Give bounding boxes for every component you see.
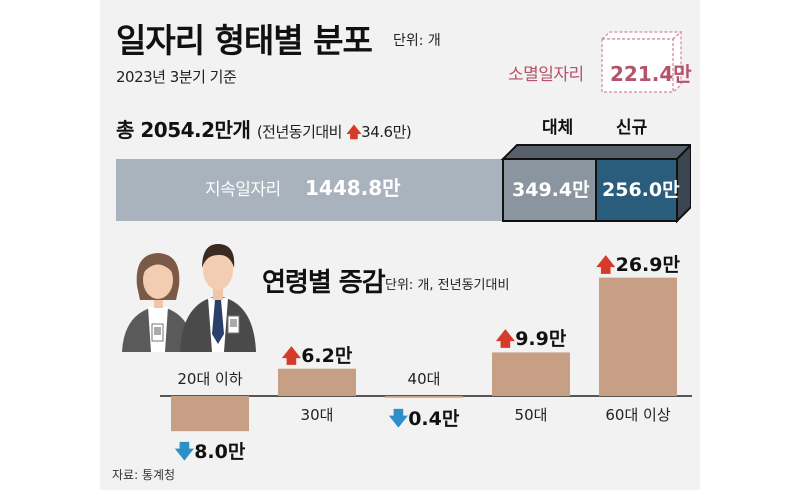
age-value-text: 9.9만 <box>515 328 567 351</box>
total-note: (전년동기대비 🡅34.6만) <box>256 123 412 141</box>
up-arrow-icon: 🡅 <box>346 123 362 141</box>
age-bar <box>171 396 249 432</box>
age-category-label: 50대 <box>514 406 548 424</box>
age-value-text: 6.2만 <box>301 344 353 367</box>
page-title: 일자리 형태별 분포 <box>116 21 373 60</box>
bar-3d-top <box>500 144 691 160</box>
total-note-prefix: (전년동기대비 <box>256 123 343 141</box>
age-bar <box>278 368 356 396</box>
title-unit: 단위: 개 <box>393 33 441 49</box>
new-label: 신규 <box>616 118 648 138</box>
total-summary: 총 2054.2만개 (전년동기대비 🡅34.6만) <box>116 114 412 147</box>
age-value-label: 🡇8.0만 <box>155 437 265 470</box>
continuing-value: 1448.8만 <box>305 176 401 200</box>
age-bar <box>492 352 570 396</box>
total-change: 34.6만) <box>361 123 412 141</box>
age-value-text: 26.9만 <box>615 253 680 276</box>
up-arrow-icon: 🡅 <box>495 328 516 351</box>
people-illustration <box>122 244 256 352</box>
extinct-jobs-label: 소멸일자리 <box>508 65 584 85</box>
age-section-unit: 단위: 개, 전년동기대비 <box>385 278 510 293</box>
replacement-label: 대체 <box>542 118 574 138</box>
down-arrow-icon: 🡇 <box>388 408 409 430</box>
age-value-label: 🡅9.9만 <box>476 324 586 357</box>
up-arrow-icon: 🡅 <box>596 253 616 276</box>
bar-segment-continuing <box>116 159 503 221</box>
bar-segment-new <box>595 158 678 222</box>
replacement-value: 349.4만 <box>512 179 590 201</box>
age-category-label: 30대 <box>300 406 334 424</box>
down-arrow-icon: 🡇 <box>174 441 195 464</box>
age-category-label: 40대 <box>407 370 441 388</box>
age-bar <box>385 396 463 398</box>
age-bar <box>599 277 677 396</box>
man-icon <box>180 244 256 352</box>
age-value-text: 0.4만 <box>408 408 460 430</box>
age-section-title: 연령별 증감 <box>262 268 386 298</box>
age-value-label: 🡅6.2만 <box>262 341 372 374</box>
composition-bar <box>116 144 691 224</box>
age-bar-chart: 20대 이하 🡇8.0만 30대 🡅6.2만 40대 🡇0.4만 50대 🡅9.9만 60대 이… <box>160 240 700 463</box>
total-label: 총 2054.2만개 <box>116 118 251 142</box>
age-value-text: 8.0만 <box>194 441 246 464</box>
age-value-label: 🡅26.9만 <box>583 250 693 283</box>
new-value: 256.0만 <box>602 179 680 201</box>
age-bars-svg <box>160 277 692 432</box>
age-value-label: 🡇0.4만 <box>369 404 479 437</box>
age-category-label: 20대 이하 <box>177 370 243 388</box>
extinct-jobs-box <box>600 31 682 93</box>
subtitle: 2023년 3분기 기준 <box>116 68 237 86</box>
up-arrow-icon: 🡅 <box>281 344 302 367</box>
age-category-label: 60대 이상 <box>605 406 671 424</box>
continuing-label: 지속일자리 <box>205 180 281 200</box>
woman-icon <box>122 253 194 352</box>
source-note: 자료: 통계청 <box>112 468 176 482</box>
extinct-jobs-value: 221.4만 <box>610 62 692 86</box>
